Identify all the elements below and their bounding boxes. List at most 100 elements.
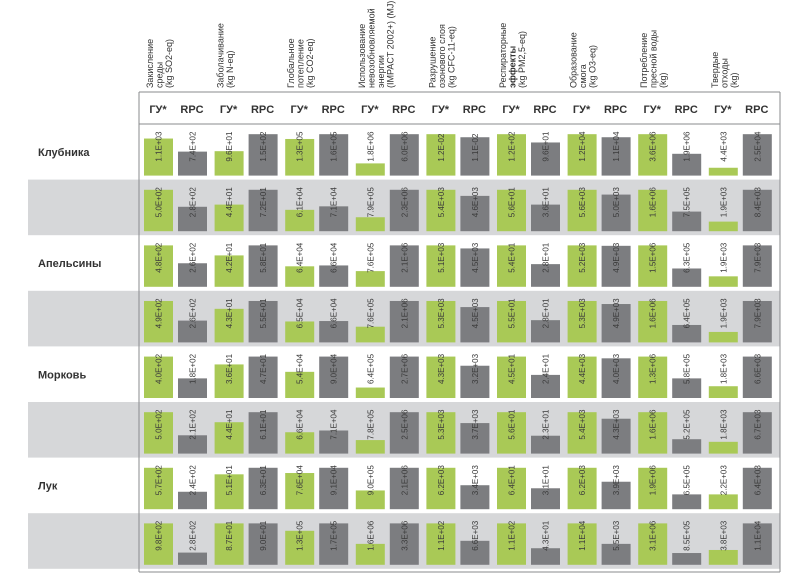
series-legend-row: ГУ* RPC ГУ* RPC ГУ* RPC ГУ* RPC ГУ* RPC ГУ* RPC ГУ* R… xyxy=(149,104,768,116)
bar-rpc xyxy=(672,378,702,398)
bar-rpc xyxy=(248,523,278,565)
bar-rpc xyxy=(319,467,349,510)
series-label-gu: ГУ* xyxy=(502,104,520,116)
bar-value-label: 5.3E+03 xyxy=(437,298,446,329)
bar-value-label: 3.6E+01 xyxy=(542,187,551,218)
bar-value-label: 1.1E+02 xyxy=(437,520,446,551)
bar-rpc xyxy=(601,194,631,232)
bar-value-label: 4.2E+01 xyxy=(225,242,234,273)
bar-rpc xyxy=(248,134,278,176)
bar-gu xyxy=(567,356,597,398)
column-header: Потребление пресной воды (kg) xyxy=(639,30,668,88)
bar-gu xyxy=(285,138,315,176)
bar-value-label: 3.8E+03 xyxy=(719,520,728,551)
bar-rpc xyxy=(742,356,772,398)
column-header-line: потепление xyxy=(296,39,306,88)
bar-value-label: 3.1E+06 xyxy=(649,520,658,551)
column-header-line: Заболачивание xyxy=(216,23,226,88)
bar-value-label: 7.9E+03 xyxy=(753,298,762,329)
bar-value-label: 2.8E+02 xyxy=(189,520,198,551)
row-labels: Клубника Апельсины Морковь Лук xyxy=(38,147,101,493)
bar-value-label: 5.2E+05 xyxy=(683,409,692,440)
bar-rpc xyxy=(460,137,490,176)
series-label-rpc: RPC xyxy=(322,104,345,116)
bar-gu xyxy=(708,549,738,565)
bar-value-label: 1.6E+06 xyxy=(649,409,658,440)
bar-value-label: 6.4E+05 xyxy=(366,353,375,384)
bar-value-label: 7.5E+05 xyxy=(683,187,692,218)
bar-value-label: 6.1E+01 xyxy=(259,409,268,440)
column-header-line: Глобальное xyxy=(286,38,296,88)
bar-gu xyxy=(497,467,526,510)
bar-value-label: 4.5E+03 xyxy=(471,298,480,329)
bar-value-label: 9.1E+04 xyxy=(330,465,339,496)
bar-gu xyxy=(638,134,668,176)
column-header: Респираторные эффекты (kg PM2,5-eq) xyxy=(498,23,527,88)
bar-gu xyxy=(426,412,456,454)
bar-gu xyxy=(638,356,668,398)
bar-value-label: 6.2E+03 xyxy=(578,465,587,496)
bar-gu xyxy=(355,490,385,510)
bar-gu xyxy=(638,412,668,454)
bar-value-label: 2.3E+01 xyxy=(542,409,551,440)
bar-gu xyxy=(355,217,385,232)
bar-value-label: 1.9E+03 xyxy=(719,298,728,329)
bar-rpc xyxy=(319,321,349,343)
bar-value-label: 1.5E+06 xyxy=(649,242,658,273)
bar-value-label: 1.6E+06 xyxy=(366,520,375,551)
bar-value-label: 5.1E+03 xyxy=(437,242,446,273)
bar-value-label: 6.7E+03 xyxy=(753,409,762,440)
bar-rpc xyxy=(389,467,419,510)
bar-value-label: 1.8E+02 xyxy=(189,353,198,384)
bar-value-label: 5.4E+04 xyxy=(296,353,305,384)
bar-rpc xyxy=(601,543,631,565)
bar-value-label: 4.3E+03 xyxy=(437,353,446,384)
column-header-line: Потребление xyxy=(639,33,649,88)
bar-rpc xyxy=(389,300,419,343)
bar-value-label: 6.6E+04 xyxy=(296,409,305,440)
bar-gu xyxy=(426,467,456,510)
bar-value-label: 6.4E+01 xyxy=(508,465,517,496)
bar-rpc xyxy=(389,245,419,287)
bar-gu xyxy=(567,134,597,176)
column-header-line: (kg CFC-11-eq) xyxy=(446,26,456,88)
bar-gu xyxy=(638,189,668,232)
bar-gu xyxy=(355,326,385,343)
bar-gu xyxy=(355,163,385,176)
bar-value-label: 9.0E+04 xyxy=(330,353,339,384)
bar-gu xyxy=(285,432,315,454)
bar-rpc xyxy=(319,265,349,287)
bar-value-label: 1.8E+06 xyxy=(366,131,375,162)
bar-value-label: 2.1E+06 xyxy=(400,242,409,273)
bar-rpc xyxy=(672,153,702,176)
bar-gu xyxy=(426,356,456,398)
bar-gu xyxy=(497,356,526,398)
bar-value-label: 1.9E+03 xyxy=(719,242,728,273)
bar-value-label: 2.6E+02 xyxy=(189,242,198,273)
bar-gu xyxy=(285,266,315,287)
bar-rpc xyxy=(389,189,419,232)
bar-value-label: 2.4E+02 xyxy=(189,465,198,496)
bar-rpc xyxy=(601,358,631,398)
bar-gu xyxy=(355,271,385,287)
bar-gu xyxy=(567,467,597,510)
bar-rpc xyxy=(531,264,560,287)
bar-gu xyxy=(144,138,173,176)
bar-rpc xyxy=(248,300,278,343)
bar-value-label: 5.2E+03 xyxy=(578,242,587,273)
bar-rpc xyxy=(742,467,772,510)
bar-rpc xyxy=(319,206,349,232)
bar-rpc xyxy=(531,374,560,398)
bar-value-label: 4.3E+01 xyxy=(542,520,551,551)
bar-rpc xyxy=(742,412,772,454)
bar-rpc xyxy=(178,151,207,176)
column-header: Использование невозобновляемой энергии (IMP… xyxy=(357,1,396,88)
bar-rpc xyxy=(248,356,278,398)
bar-value-label: 2.4E+01 xyxy=(542,353,551,384)
bar-value-label: 1.3E+05 xyxy=(296,131,305,162)
bar-gu xyxy=(497,245,526,287)
series-label-rpc: RPC xyxy=(675,104,698,116)
bar-value-label: 7.9E+03 xyxy=(753,242,762,273)
bar-gu xyxy=(567,412,597,454)
column-header: Глобальное потепление (kg CO2-eq) xyxy=(286,38,315,88)
